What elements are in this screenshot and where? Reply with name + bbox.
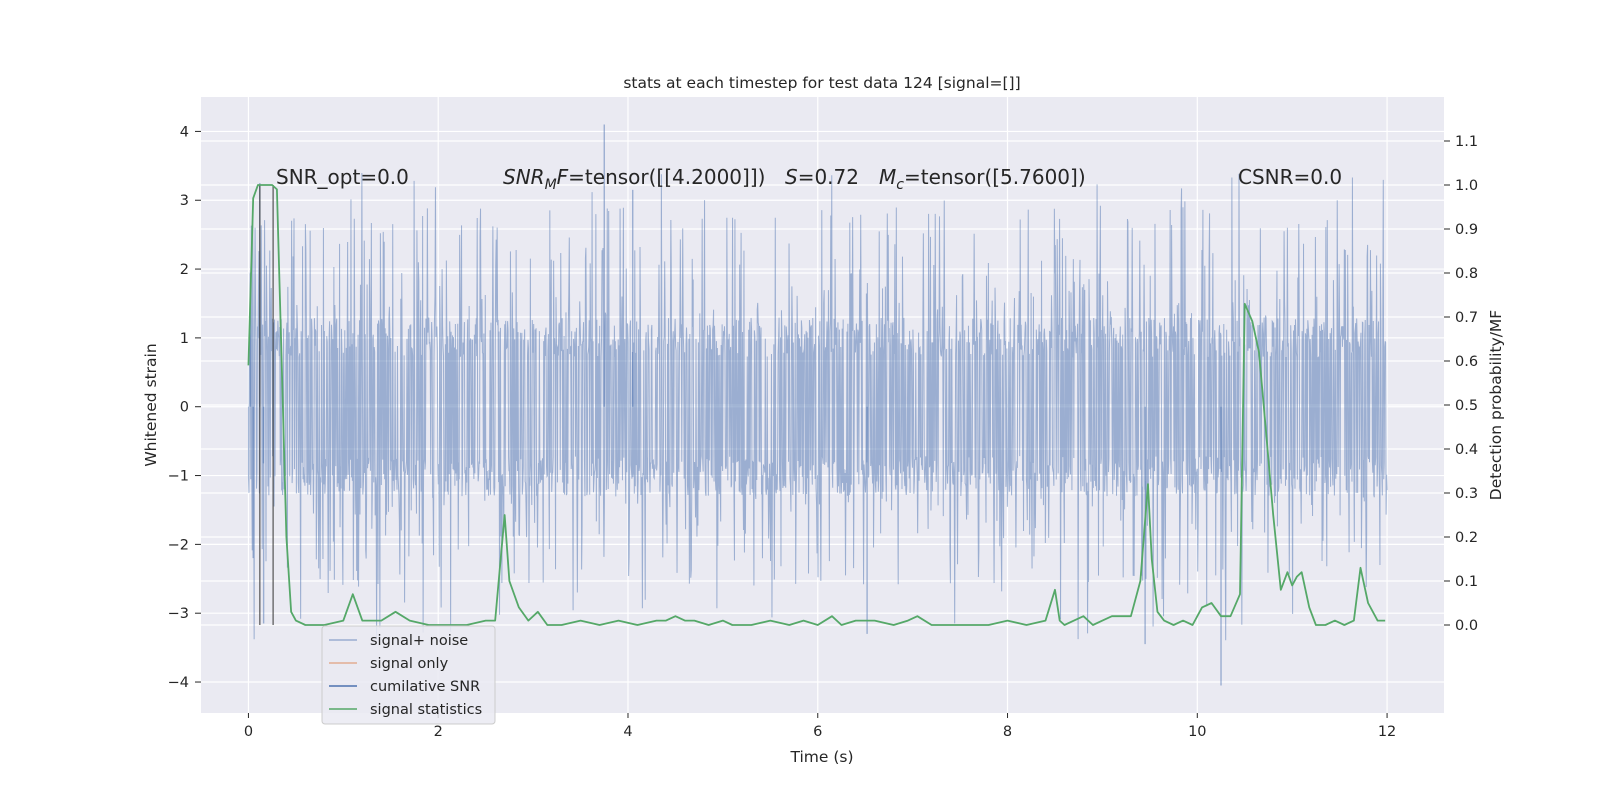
y-right-axis-label: Detection probability/MF (1487, 310, 1505, 501)
x-tick-label: 12 (1378, 724, 1396, 740)
y-tick-label: 4 (180, 124, 189, 140)
snr-mf-f: F (557, 165, 569, 189)
x-tick-label: 10 (1188, 724, 1206, 740)
x-tick-label: 6 (813, 724, 822, 740)
snr-mf-prefix: SNR (503, 165, 545, 189)
annotation-s: S=0.72 (785, 165, 859, 189)
annotation-csnr: CSNR=0.0 (1238, 165, 1342, 189)
y-right-tick-label: 0.5 (1455, 398, 1478, 414)
y-right-tick-label: 0.1 (1455, 574, 1478, 590)
signal-statistics-line (247, 184, 1386, 626)
y-right-tick-label: 0.4 (1455, 442, 1478, 458)
s-value: =0.72 (798, 165, 859, 189)
y-tick-label: 3 (180, 193, 189, 209)
y-tick-label: −3 (168, 606, 189, 622)
vertical-markers (259, 185, 274, 625)
annotation-snr-opt: SNR_opt=0.0 (276, 165, 409, 189)
y-tick-label: −2 (168, 537, 189, 553)
legend-label-signal-noise: signal+ noise (370, 633, 468, 649)
annotation-mc: Mc=tensor([5.7600]) (879, 165, 1086, 193)
mc-value: =tensor([5.7600]) (904, 165, 1086, 189)
y-right-tick-label: 0.0 (1455, 618, 1478, 634)
y-right-tick-label: 0.7 (1455, 310, 1478, 326)
snr-mf-subscript: M (545, 177, 557, 193)
s-variable: S (785, 165, 798, 189)
signal-statistics-series (247, 184, 1386, 626)
mc-variable: M (879, 165, 896, 189)
legend: signal+ noise signal only cumilative SNR… (321, 625, 496, 725)
y-right-tick-label: 0.6 (1455, 354, 1478, 370)
legend-box (321, 625, 496, 725)
y-right-tick-label: 1.0 (1455, 178, 1478, 194)
x-tick-label: 4 (623, 724, 632, 740)
legend-label-cumulative-snr: cumilative SNR (370, 679, 480, 695)
y-right-tick-label: 1.1 (1455, 134, 1478, 150)
chart-title: stats at each timestep for test data 124… (623, 74, 1020, 92)
y-right-tick-label: 0.2 (1455, 530, 1478, 546)
y-right-tick-label: 0.3 (1455, 486, 1478, 502)
mc-subscript: c (896, 177, 904, 193)
legend-label-signal-only: signal only (370, 656, 449, 672)
x-tick-label: 8 (1003, 724, 1012, 740)
y-tick-label: −1 (168, 469, 189, 485)
x-tick-label: 0 (244, 724, 253, 740)
axis-ticks: 0 2 4 6 8 10 12−4−3−2−1012340.00.10.20.30.40.5… (168, 124, 1478, 740)
snr-mf-value: =tensor([[4.2000]]) (568, 165, 765, 189)
y-axis-label: Whitened strain (142, 343, 160, 466)
y-right-tick-label: 0.9 (1455, 222, 1478, 238)
x-tick-label: 2 (434, 724, 443, 740)
y-right-tick-label: 0.8 (1455, 266, 1478, 282)
y-tick-label: 0 (180, 400, 189, 416)
y-tick-label: −4 (168, 675, 189, 691)
y-tick-label: 2 (180, 262, 189, 278)
y-tick-label: 1 (180, 331, 189, 347)
annotation-snr-mf: SNRMF=tensor([[4.2000]]) (503, 165, 765, 193)
legend-label-signal-statistics: signal statistics (370, 702, 482, 718)
signal-plus-noise-trace (247, 173, 1388, 641)
x-axis-label: Time (s) (789, 748, 853, 766)
